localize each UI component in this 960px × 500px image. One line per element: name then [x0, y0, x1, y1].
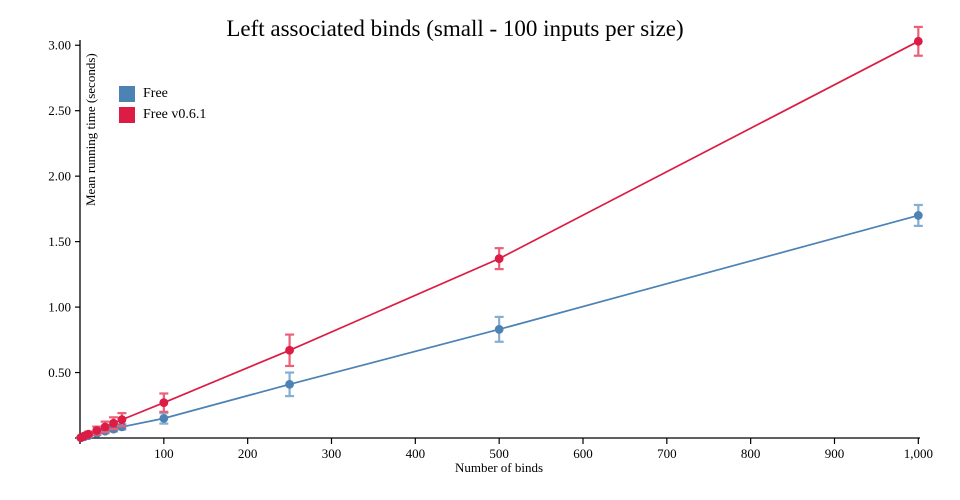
- data-point-marker: [100, 422, 110, 432]
- legend-label-free: Free: [143, 85, 168, 101]
- y-tick-label: 1.50: [48, 234, 71, 249]
- y-tick-label: 3.00: [48, 38, 71, 53]
- x-tick-label: 1,000: [904, 446, 933, 461]
- x-tick-label: 300: [322, 446, 342, 461]
- data-point-marker: [117, 415, 127, 425]
- data-point-marker: [83, 429, 93, 439]
- data-point-marker: [285, 345, 294, 355]
- data-point-marker: [92, 426, 102, 435]
- series-line-1: [80, 40, 919, 439]
- legend-label-free-v061: Free v0.6.1: [143, 106, 207, 122]
- x-tick-label: 100: [154, 446, 174, 461]
- data-point-marker: [913, 36, 923, 46]
- x-tick-label: 800: [741, 446, 761, 461]
- y-tick-label: 0.50: [48, 365, 71, 380]
- data-point-marker: [494, 324, 504, 334]
- x-tick-label: 900: [825, 446, 845, 461]
- x-tick-label: 200: [238, 446, 258, 461]
- legend-swatch-free: [119, 85, 135, 102]
- data-point-marker: [285, 379, 294, 389]
- x-tick-label: 400: [406, 446, 426, 461]
- x-tick-label: 700: [657, 446, 677, 461]
- legend-item-free: Free: [119, 83, 206, 104]
- data-point-marker: [494, 254, 504, 264]
- legend-item-free-v061: Free v0.6.1: [119, 104, 206, 125]
- y-axis-label: Mean running time (seconds): [83, 53, 98, 206]
- x-tick-label: 600: [573, 446, 593, 461]
- data-point-marker: [913, 211, 923, 220]
- legend: Free Free v0.6.1: [119, 83, 206, 125]
- y-tick-label: 2.00: [48, 169, 71, 184]
- data-point-marker: [159, 398, 169, 408]
- x-tick-label: 500: [489, 446, 509, 461]
- y-tick-label: 1.00: [48, 300, 71, 315]
- x-axis-label: Number of binds: [454, 460, 544, 475]
- data-point-marker: [159, 413, 169, 423]
- chart-title: Left associated binds (small - 100 input…: [226, 16, 684, 41]
- y-tick-label: 2.50: [48, 103, 71, 118]
- legend-swatch-free-v061: [119, 106, 135, 123]
- data-point-marker: [109, 418, 118, 428]
